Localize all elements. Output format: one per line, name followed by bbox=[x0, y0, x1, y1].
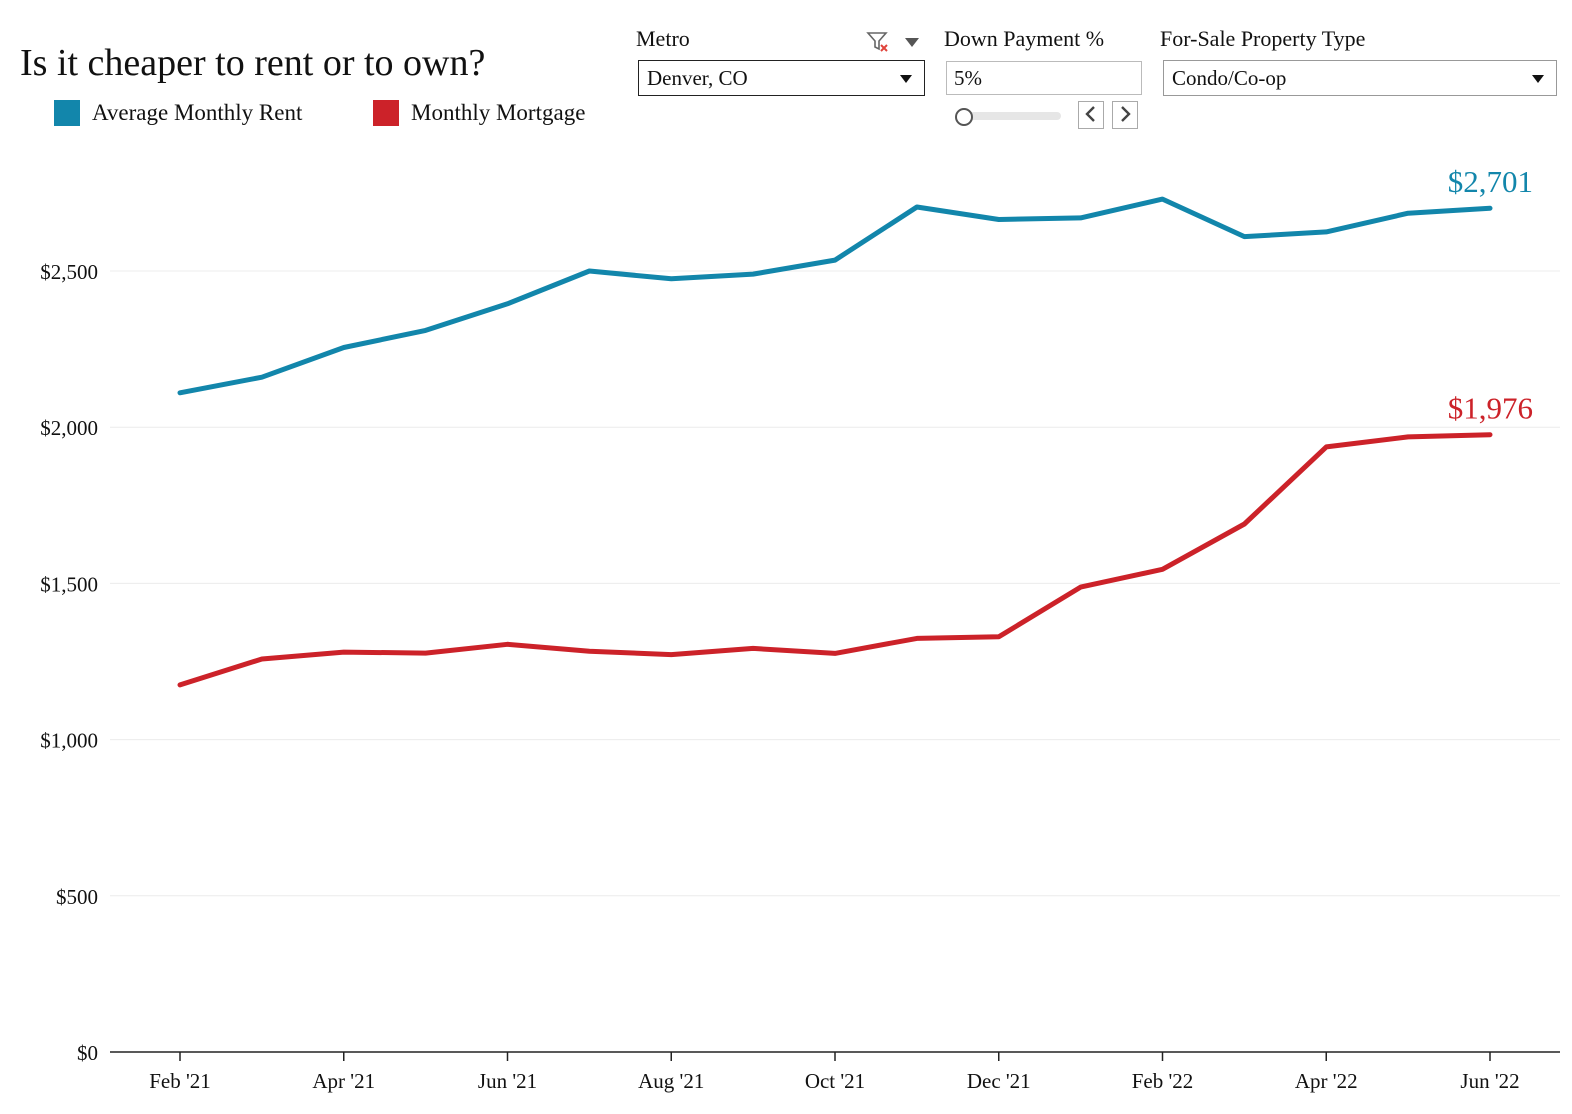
metro-label: Metro bbox=[636, 26, 690, 51]
property-type-select-value: Condo/Co-op bbox=[1172, 66, 1287, 90]
down-payment-slider-track[interactable] bbox=[963, 112, 1061, 120]
metro-select[interactable]: Denver, CO bbox=[638, 60, 925, 96]
x-tick-label: Dec '21 bbox=[967, 1069, 1031, 1093]
x-tick-label: Apr '22 bbox=[1295, 1069, 1358, 1093]
y-tick-label: $0 bbox=[77, 1041, 98, 1065]
end-value-label: $2,701 bbox=[1448, 164, 1533, 199]
legend-swatch-mortgage bbox=[373, 100, 399, 126]
page-title: Is it cheaper to rent or to own? bbox=[20, 42, 486, 84]
legend-label-rent: Average Monthly Rent bbox=[92, 100, 303, 125]
prev-arrow-icon bbox=[1085, 106, 1095, 122]
x-tick-label: Jun '21 bbox=[478, 1069, 537, 1093]
property-type-select[interactable]: Condo/Co-op bbox=[1163, 60, 1557, 96]
legend-item-mortgage[interactable]: Monthly Mortgage bbox=[373, 100, 585, 126]
chevron-down-icon[interactable] bbox=[905, 38, 919, 47]
x-tick-label: Feb '21 bbox=[149, 1069, 211, 1093]
y-tick-label: $500 bbox=[56, 885, 98, 909]
x-tick-label: Jun '22 bbox=[1460, 1069, 1519, 1093]
metro-select-value: Denver, CO bbox=[647, 66, 748, 90]
metro-dropdown-arrow-icon bbox=[900, 75, 912, 83]
filter-clear-icon[interactable] bbox=[866, 30, 890, 54]
end-value-label: $1,976 bbox=[1448, 391, 1533, 426]
series-line-average-monthly-rent bbox=[177, 196, 1493, 396]
y-tick-label: $1,000 bbox=[40, 729, 98, 753]
y-tick-label: $2,500 bbox=[40, 260, 98, 284]
x-tick-label: Aug '21 bbox=[638, 1069, 704, 1093]
property-type-dropdown-arrow-icon bbox=[1532, 75, 1544, 83]
y-tick-label: $2,000 bbox=[40, 416, 98, 440]
next-arrow-icon bbox=[1121, 106, 1131, 122]
series-line-monthly-mortgage bbox=[177, 432, 1493, 688]
legend-swatch-rent bbox=[54, 100, 80, 126]
legend-item-rent[interactable]: Average Monthly Rent bbox=[54, 100, 302, 126]
property-type-label: For-Sale Property Type bbox=[1160, 26, 1366, 51]
x-tick-label: Feb '22 bbox=[1132, 1069, 1194, 1093]
legend-label-mortgage: Monthly Mortgage bbox=[411, 100, 586, 125]
x-tick-label: Oct '21 bbox=[805, 1069, 865, 1093]
down-payment-input[interactable]: 5% bbox=[946, 61, 1142, 95]
x-tick-label: Apr '21 bbox=[312, 1069, 375, 1093]
down-payment-label: Down Payment % bbox=[944, 26, 1105, 51]
y-tick-label: $1,500 bbox=[40, 572, 98, 596]
chevron-left-icon[interactable] bbox=[1078, 101, 1104, 129]
down-payment-slider-thumb[interactable] bbox=[955, 108, 973, 126]
chevron-right-icon[interactable] bbox=[1112, 101, 1138, 129]
